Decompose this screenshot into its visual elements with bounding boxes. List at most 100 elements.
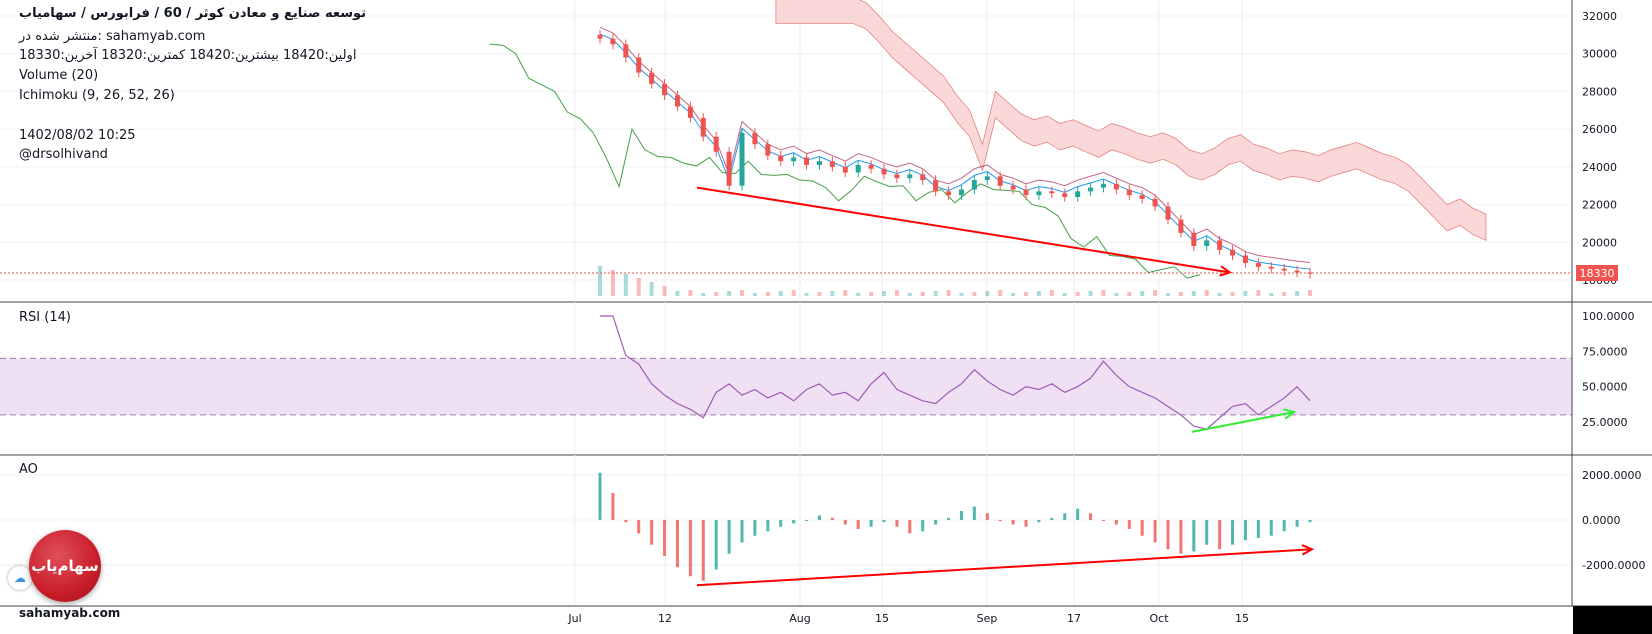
ao-tick-label: 0.0000 xyxy=(1582,514,1621,527)
last-price-label: 18330 xyxy=(1580,267,1615,280)
volume-bar xyxy=(1166,293,1170,296)
candle-body xyxy=(1178,219,1184,233)
rsi-pane[interactable]: 100.0000 75.0000 50.0000 25.0000 xyxy=(0,302,1635,455)
candle-body xyxy=(997,176,1003,186)
snapshot-datetime: 1402/08/02 10:25 xyxy=(19,128,136,143)
base-line xyxy=(599,26,1311,263)
price-axis: 3200030000280002600024000220002000018000 xyxy=(1582,10,1617,287)
ao-bar xyxy=(611,493,615,520)
author-handle: @drsolhivand xyxy=(19,147,108,162)
candle-body xyxy=(1230,249,1236,256)
ao-bar xyxy=(985,513,989,520)
price-tick-label: 26000 xyxy=(1582,123,1617,136)
price-trend-arrow-head xyxy=(1219,265,1233,277)
volume-bar xyxy=(856,293,861,296)
time-tick-label: 15 xyxy=(875,612,889,625)
volume-bar xyxy=(817,292,822,296)
volume-bar xyxy=(1101,290,1106,296)
volume-bar xyxy=(1140,291,1145,296)
ao-bar xyxy=(1295,520,1299,527)
rsi-band xyxy=(0,357,1572,416)
ao-tick-label: -2000.0000 xyxy=(1582,559,1645,572)
candle-body xyxy=(752,132,758,145)
volume-bar xyxy=(675,291,680,296)
candle-body xyxy=(1088,187,1094,192)
volume-bar xyxy=(1217,293,1222,296)
candle-body xyxy=(1165,206,1171,220)
ao-grid xyxy=(0,455,1572,606)
ao-bar xyxy=(1101,520,1105,521)
candle-body xyxy=(1204,240,1210,247)
chart-title: توسعه صنایع و معادن کوثر / 60 / فرابورس … xyxy=(19,6,367,21)
volume-bar xyxy=(1024,292,1028,296)
ao-tick-label: 2000.0000 xyxy=(1582,469,1642,482)
ao-bar xyxy=(1179,520,1183,554)
candle-body xyxy=(804,157,810,165)
ao-bar xyxy=(1114,520,1118,525)
volume-bar xyxy=(1062,293,1067,296)
volume-bar xyxy=(688,290,693,296)
ao-bar xyxy=(947,517,951,520)
candle-body xyxy=(984,176,990,181)
volume-bar xyxy=(1230,292,1235,296)
ao-bar xyxy=(869,520,873,527)
rsi-pane-label[interactable]: RSI (14) xyxy=(19,310,71,325)
volume-bar xyxy=(1088,291,1093,296)
ichimoku-indicator-label[interactable]: Ichimoku (9, 26, 52, 26) xyxy=(19,88,175,103)
candle-body xyxy=(687,106,693,118)
ao-bar xyxy=(1192,520,1196,552)
time-tick-label: 15 xyxy=(1235,612,1249,625)
ao-bar xyxy=(998,520,1002,521)
rsi-tick-label: 75.0000 xyxy=(1582,345,1628,358)
volume-bar xyxy=(804,293,809,296)
volume-bar xyxy=(894,290,899,296)
volume-bar xyxy=(1243,291,1248,296)
price-tick-label: 28000 xyxy=(1582,85,1617,98)
candle-body xyxy=(1281,268,1287,271)
time-axis[interactable]: Jul 12 Aug 15 Sep 17 Oct 15 xyxy=(567,612,1249,625)
conversion-line xyxy=(599,33,1311,270)
ao-bar xyxy=(921,520,925,532)
last-price-badge xyxy=(1576,265,1618,281)
time-tick-label: Jul xyxy=(567,612,581,625)
candle-body xyxy=(1294,270,1300,273)
ao-bar xyxy=(972,506,976,520)
candle-body xyxy=(1242,255,1248,264)
price-tick-label: 24000 xyxy=(1582,161,1617,174)
rsi-trendline xyxy=(1191,408,1297,433)
candles xyxy=(597,30,1313,279)
candle-body xyxy=(920,174,926,181)
volume-bar xyxy=(985,291,990,296)
volume-indicator-label[interactable]: Volume (20) xyxy=(19,68,99,83)
ao-pane-label[interactable]: AO xyxy=(19,462,38,477)
ao-bar xyxy=(714,520,718,570)
rsi-trend-arrow xyxy=(1191,411,1295,433)
volume-bar xyxy=(1282,292,1287,296)
ao-bar xyxy=(1024,520,1028,527)
candle-body xyxy=(636,57,642,73)
volume-bar xyxy=(701,293,706,296)
ao-bar xyxy=(650,520,654,545)
candle-body xyxy=(791,157,797,162)
price-pane[interactable]: 3200030000280002600024000220002000018000… xyxy=(0,0,1618,302)
volume-bar xyxy=(727,291,732,296)
candle-body xyxy=(1255,263,1261,267)
candle-body xyxy=(610,38,616,45)
ao-pane[interactable]: 2000.0000 0.0000 -2000.0000 xyxy=(0,455,1645,606)
time-tick-label: Aug xyxy=(789,612,810,625)
candle-body xyxy=(1036,191,1042,196)
ao-bar xyxy=(779,520,783,527)
volume-bar xyxy=(972,292,977,296)
rsi-tick-label: 50.0000 xyxy=(1582,381,1628,394)
volume-bar xyxy=(1204,290,1209,296)
volume-bar xyxy=(882,291,886,296)
candle-body xyxy=(933,180,939,192)
time-tick-label: Oct xyxy=(1149,612,1169,625)
candle-body xyxy=(623,44,629,58)
candle-body xyxy=(946,191,952,196)
volume-bar xyxy=(1269,293,1274,296)
volume-bar xyxy=(1075,292,1080,296)
ao-bar xyxy=(1205,520,1209,545)
ao-bar xyxy=(1308,520,1312,523)
